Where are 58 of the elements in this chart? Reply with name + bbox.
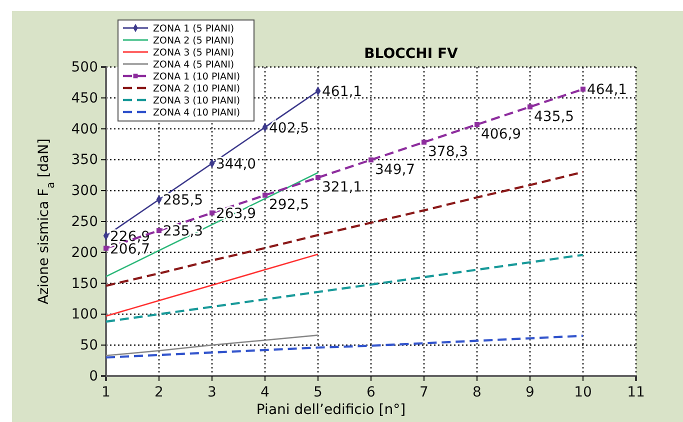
data-label: 378,3 xyxy=(428,144,468,160)
y-tick-label: 400 xyxy=(71,121,98,138)
legend-label: ZONA 1 (5 PIANI) xyxy=(153,24,234,34)
legend-label: ZONA 2 (5 PIANI) xyxy=(153,36,234,46)
y-tick-label: 50 xyxy=(80,338,98,354)
point xyxy=(474,122,480,128)
point xyxy=(316,175,320,180)
point xyxy=(528,104,532,110)
x-tick-label: 3 xyxy=(208,384,216,401)
data-label: 349,7 xyxy=(375,162,416,178)
line-series xyxy=(105,334,319,356)
y-tick-label: 250 xyxy=(71,214,98,230)
point xyxy=(104,246,108,251)
data-label: 344,0 xyxy=(216,156,256,172)
x-tick-label: 5 xyxy=(314,384,322,401)
y-tick-label: 500 xyxy=(71,59,98,76)
x-tick-label: 11 xyxy=(627,384,645,401)
point xyxy=(210,210,214,216)
legend-label: ZONA 1 (10 PIANI) xyxy=(153,72,240,82)
y-tick-label: 450 xyxy=(71,90,98,106)
x-axis-title: Piani dell’edificio [n°] xyxy=(256,402,406,418)
y-tick-label: 100 xyxy=(71,306,98,323)
data-label: 461,1 xyxy=(322,84,362,100)
legend-label: ZONA 4 (5 PIANI) xyxy=(153,60,234,70)
y-tick-label: 0 xyxy=(89,368,98,384)
x-tick-label: 6 xyxy=(366,384,376,401)
data-label: 292,5 xyxy=(269,197,310,214)
point xyxy=(422,140,426,145)
legend-label: ZONA 3 (5 PIANI) xyxy=(153,48,234,58)
x-tick-label: 2 xyxy=(154,384,164,401)
x-tick-label: 7 xyxy=(420,384,428,401)
legend-label: ZONA 2 (10 PIANI) xyxy=(153,84,240,94)
x-tick-label: 1 xyxy=(102,384,110,401)
data-label: 402,5 xyxy=(269,120,310,136)
data-label: 321,1 xyxy=(322,180,362,196)
y-tick-label: 150 xyxy=(71,276,98,292)
line-series xyxy=(105,254,319,317)
point xyxy=(368,157,374,162)
line-series xyxy=(105,172,319,278)
data-label: 464,1 xyxy=(587,82,628,98)
y-tick-label: 350 xyxy=(71,152,98,168)
y-tick-label: 200 xyxy=(71,244,98,261)
point xyxy=(580,86,586,92)
chart-title: BLOCCHI FV xyxy=(364,46,458,62)
point xyxy=(156,228,162,234)
x-tick-label: 8 xyxy=(472,384,482,401)
x-tick-label: 9 xyxy=(526,384,534,401)
data-label: 435,5 xyxy=(534,108,574,125)
legend-label: ZONA 3 (10 PIANI) xyxy=(153,96,240,106)
line-series xyxy=(104,254,584,323)
x-tick-label: 4 xyxy=(260,384,270,401)
line-series xyxy=(104,334,584,359)
y-tick-label: 300 xyxy=(71,183,98,200)
legend-label: ZONA 4 (10 PIANI) xyxy=(153,108,240,118)
data-label: 406,9 xyxy=(481,126,522,143)
data-label: 285,5 xyxy=(163,192,204,209)
point xyxy=(262,192,268,198)
x-tick-label: 10 xyxy=(574,384,592,401)
